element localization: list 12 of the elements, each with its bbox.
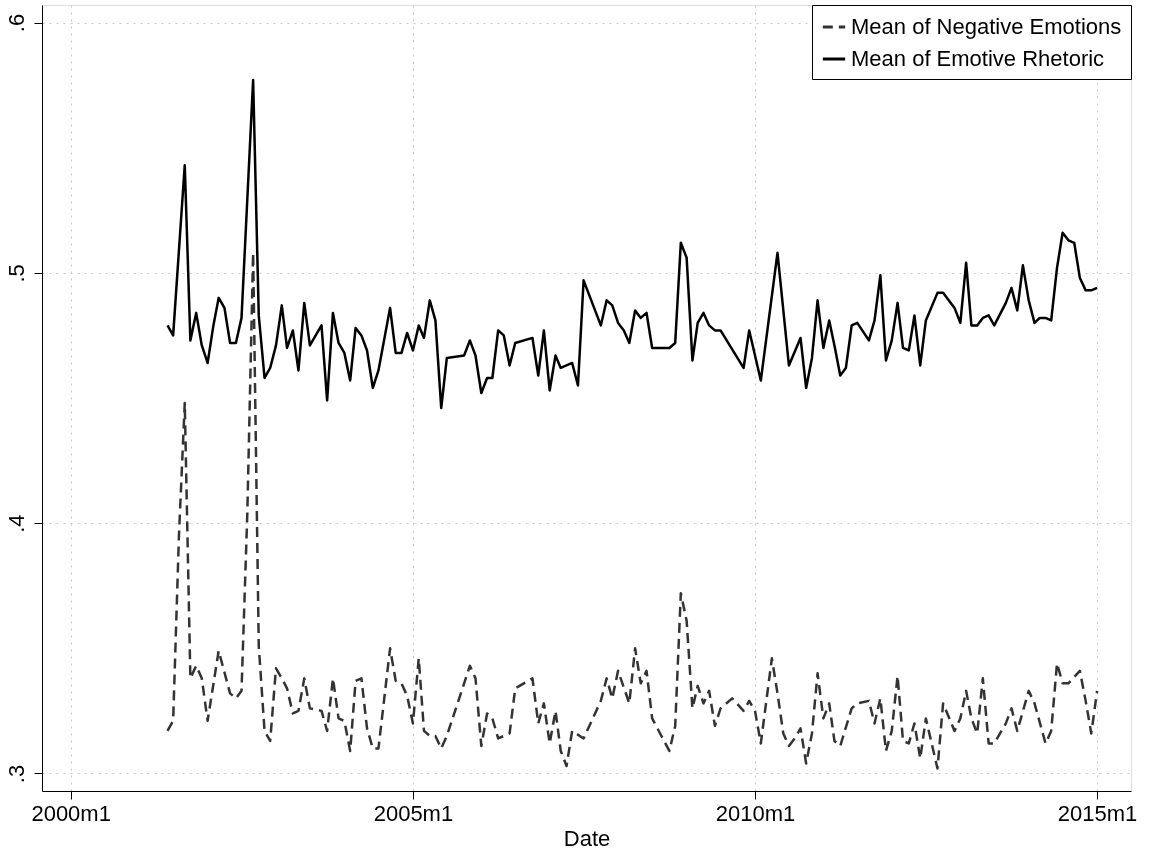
x-tick-label: 2015m1 [1057,800,1138,826]
y-tick-label: .3 [3,764,29,784]
x-tick-label: 2005m1 [373,800,454,826]
y-tick-label: .6 [3,13,29,33]
x-axis-title: Date [563,825,611,851]
y-tick-label: .5 [3,264,29,283]
line-series [166,78,1099,410]
legend-label: Mean of Emotive Rhetoric [851,46,1105,71]
x-tick-label: 2010m1 [715,800,796,826]
y-tick-label: .4 [3,514,29,533]
legend-label: Mean of Negative Emotions [851,14,1122,39]
x-tick-label: 2000m1 [31,800,111,826]
